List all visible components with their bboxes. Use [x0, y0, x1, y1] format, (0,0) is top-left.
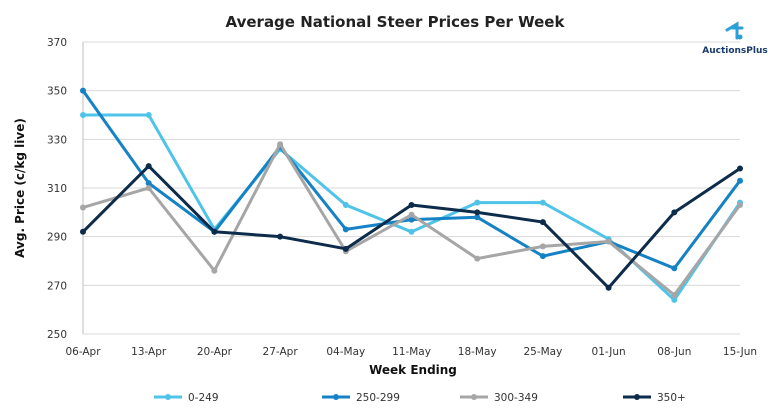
- legend-marker: [634, 394, 640, 400]
- x-tick-label: 11-May: [392, 346, 431, 358]
- data-point: [80, 228, 86, 235]
- series-350+: [80, 163, 743, 291]
- data-point: [342, 245, 349, 252]
- data-point: [408, 216, 415, 223]
- x-tick-label: 15-Jun: [723, 346, 757, 358]
- data-point: [539, 219, 546, 226]
- data-point: [145, 180, 152, 187]
- data-point: [474, 214, 481, 221]
- x-axis-label: Week Ending: [369, 363, 457, 377]
- data-point: [145, 112, 152, 118]
- legend-item: 300-349: [460, 392, 538, 404]
- legend-marker: [471, 394, 477, 400]
- y-tick-label: 270: [47, 280, 67, 292]
- y-tick-label: 330: [47, 134, 67, 146]
- x-tick-label: 27-Apr: [263, 346, 299, 358]
- series-lines: [80, 87, 743, 303]
- legend-item: 0-249: [154, 392, 219, 404]
- data-point: [474, 255, 481, 262]
- x-tick-label: 01-Jun: [592, 346, 626, 358]
- x-tick-label: 20-Apr: [197, 346, 233, 358]
- y-axis-ticks: 250 270 290 310 330 350 370: [47, 37, 67, 341]
- data-point: [145, 185, 152, 191]
- legend-label: 0-249: [188, 392, 219, 404]
- legend-marker: [165, 394, 171, 400]
- y-tick-label: 290: [47, 232, 67, 244]
- series-250-299: [80, 87, 743, 272]
- auctionsplus-logo: AuctionsPlus: [702, 21, 768, 56]
- data-point: [539, 253, 546, 260]
- data-point: [605, 238, 612, 245]
- legend-label: 300-349: [494, 392, 538, 404]
- data-point: [145, 163, 152, 170]
- data-point: [342, 202, 349, 209]
- data-point: [408, 211, 415, 218]
- legend-label: 350+: [657, 392, 686, 404]
- data-point: [408, 202, 415, 209]
- data-point: [277, 233, 284, 240]
- y-tick-label: 250: [47, 329, 67, 341]
- data-point: [539, 199, 546, 206]
- data-point: [474, 199, 481, 206]
- x-tick-label: 08-Jun: [657, 346, 691, 358]
- y-axis-label: Avg. Price (c/kg live): [13, 118, 27, 258]
- y-tick-label: 310: [47, 183, 67, 195]
- x-tick-label: 06-Apr: [65, 346, 101, 358]
- data-point: [342, 226, 349, 233]
- legend-label: 250-299: [356, 392, 400, 404]
- data-point: [671, 265, 678, 272]
- data-point: [80, 87, 86, 94]
- data-point: [737, 177, 743, 184]
- legend: 0-249 250-299 300-349 350+: [154, 392, 686, 404]
- logo-icon: [725, 21, 744, 40]
- data-point: [408, 228, 415, 235]
- data-point: [671, 296, 678, 303]
- data-point: [80, 204, 86, 211]
- x-tick-label: 18-May: [458, 346, 497, 358]
- logo-text: AuctionsPlus: [702, 46, 768, 56]
- data-point: [211, 267, 218, 274]
- legend-marker: [333, 394, 339, 400]
- series-line: [81, 89, 742, 270]
- y-tick-label: 370: [47, 37, 67, 49]
- y-tick-label: 350: [47, 86, 67, 98]
- data-point: [671, 292, 678, 299]
- data-point: [539, 243, 546, 250]
- data-point: [80, 112, 86, 118]
- data-point: [737, 165, 743, 172]
- data-point: [474, 209, 481, 216]
- x-tick-label: 13-Apr: [131, 346, 167, 358]
- data-point: [211, 228, 218, 235]
- data-point: [605, 284, 612, 291]
- data-point: [277, 141, 284, 148]
- x-tick-label: 25-May: [523, 346, 562, 358]
- chart-title: Average National Steer Prices Per Week: [226, 13, 566, 31]
- legend-item: 250-299: [322, 392, 400, 404]
- series-300-349: [80, 141, 743, 299]
- gridlines: [82, 41, 740, 335]
- data-point: [737, 202, 743, 209]
- x-axis-ticks: 06-Apr 13-Apr 20-Apr 27-Apr 04-May 11-May 18-M…: [65, 346, 757, 358]
- data-point: [671, 209, 678, 216]
- legend-item: 350+: [623, 392, 686, 404]
- x-tick-label: 04-May: [326, 346, 365, 358]
